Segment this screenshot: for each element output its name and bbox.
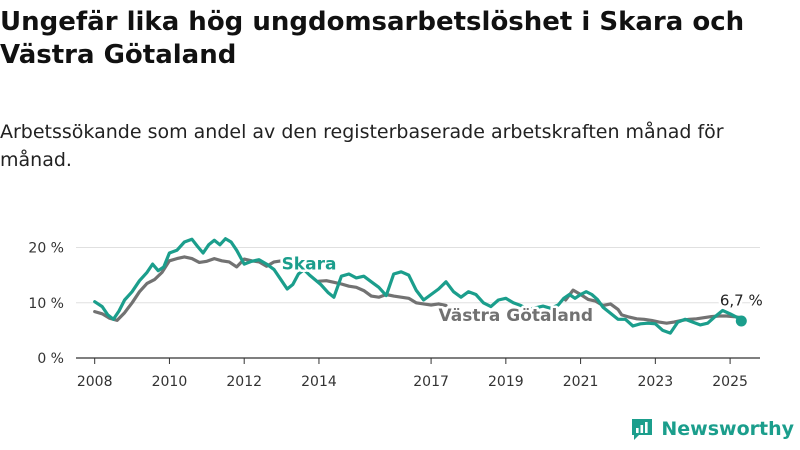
x-tick-label: 2012: [226, 374, 262, 390]
x-tick-label: 2017: [413, 374, 449, 390]
brand-name: Newsworthy: [661, 418, 794, 440]
vastra-gotaland-label: Västra Götaland: [439, 306, 594, 326]
skara-end-marker: [735, 315, 747, 327]
x-tick-label: 2023: [638, 374, 674, 390]
x-tick-label: 2014: [301, 374, 337, 390]
chart-title: Ungefär lika hög ungdomsarbetslöshet i S…: [0, 7, 745, 70]
vastra-gotaland-label-halo: Västra Götaland: [439, 306, 594, 326]
x-tick-label: 2019: [488, 374, 524, 390]
y-tick-label: 0 %: [37, 351, 64, 367]
newsworthy-brand: Newsworthy: [629, 414, 794, 444]
x-tick-label: 2021: [563, 374, 599, 390]
skara-series-line: [93, 237, 743, 335]
y-tick-label: 20 %: [28, 241, 64, 257]
chart-subtitle: Arbetssökande som andel av den registerb…: [0, 121, 724, 171]
skara-label: Skara: [282, 255, 337, 275]
newsworthy-logo-icon: [632, 419, 653, 440]
y-tick-label: 10 %: [28, 296, 64, 312]
x-tick-label: 2008: [77, 374, 113, 390]
x-tick-label: 2025: [712, 374, 748, 390]
x-tick-label: 2010: [152, 374, 188, 390]
vg-series-line: [564, 288, 743, 325]
line-chart: 0 % 10 % 20 % 2008 2010 2012 2014 2017 2019 2021 2…: [28, 237, 765, 390]
last-value-label-halo: 6,7 %: [720, 292, 763, 310]
skara-label-halo: Skara: [282, 255, 337, 275]
last-value-label: 6,7 %: [720, 292, 763, 310]
vg-series-line: [93, 255, 284, 322]
